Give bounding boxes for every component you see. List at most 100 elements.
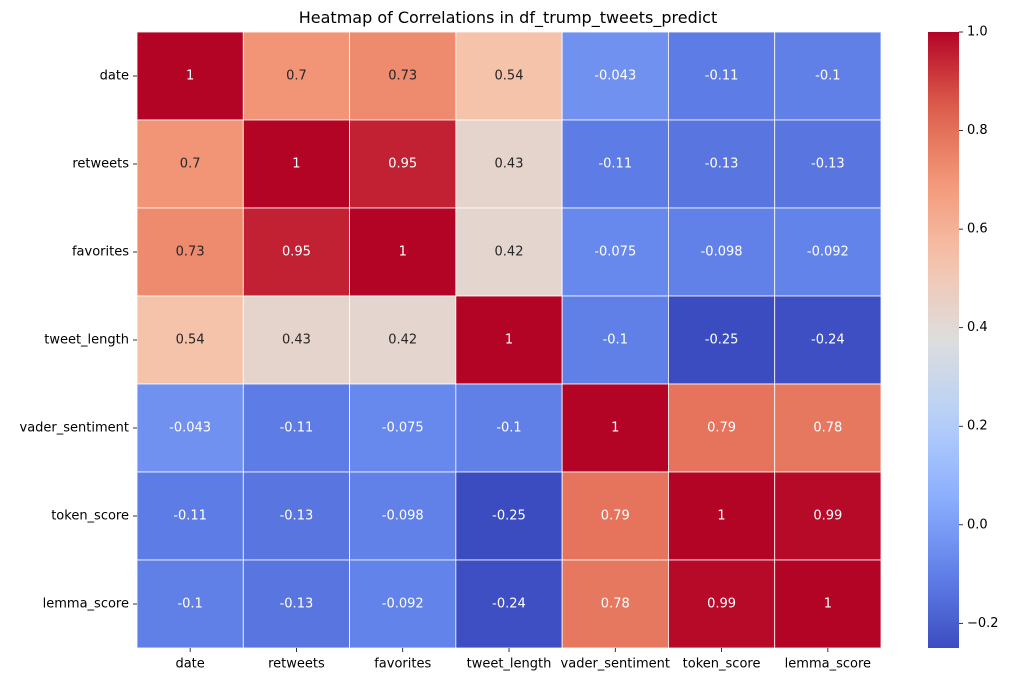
cell-value-label: 0.43 [495,157,524,172]
cell-value-label: 0.54 [495,69,524,84]
heatmap-cell-retweets-favorites [349,119,457,209]
x-tick-label-favorites: favorites [374,657,431,672]
heatmap-cell-retweets-lemma_score [774,119,882,209]
heatmap-cell-favorites-tweet_length [455,207,563,297]
cell-value-label: 0.99 [813,509,842,524]
cell-value-label: -0.098 [382,509,424,524]
cell-value-label: -0.25 [492,509,526,524]
cell-value-label: 1 [717,509,725,524]
column-labels: date retweets favorites tweet_length vader_s… [175,648,871,672]
cell-value-label: -0.24 [811,333,845,348]
cell-value-label: -0.043 [169,421,211,436]
y-tick-label-token_score: token_score [51,509,129,524]
cell-value-label: 0.42 [388,333,417,348]
cell-value-label: 0.42 [495,245,524,260]
heatmap-cell-date-date [136,31,244,121]
cell-value-label: 0.79 [601,509,630,524]
heatmap-cell-date-vader_sentiment [561,31,669,121]
cell-value-label: 0.95 [388,157,417,172]
cell-value-label: -0.24 [492,597,526,612]
chart-title: Heatmap of Correlations in df_trump_twee… [299,8,718,28]
heatmap-cell-retweets-token_score [668,119,776,209]
heatmap-cell-token_score-retweets [242,471,350,561]
cell-value-label: 1 [399,245,407,260]
heatmap-cell-token_score-favorites [349,471,457,561]
heatmap-cell-tweet_length-date [136,295,244,385]
colorbar-tick-label: 0.2 [967,419,988,434]
heatmap-cell-retweets-vader_sentiment [561,119,669,209]
row-labels: date retweets favorites tweet_length vader_s… [20,69,137,612]
heatmap-cell-token_score-tweet_length [455,471,563,561]
x-tick-label-lemma_score: lemma_score [785,657,871,672]
cell-value-label: -0.092 [807,245,849,260]
cell-value-label: -0.043 [594,69,636,84]
cell-value-label: -0.11 [705,69,739,84]
heatmap-cell-favorites-date [136,207,244,297]
cell-value-label: -0.13 [705,157,739,172]
y-tick-label-retweets: retweets [72,157,129,172]
cell-value-label: 0.54 [176,333,205,348]
cell-value-label: -0.11 [173,509,207,524]
cell-value-label: 1 [505,333,513,348]
heatmap-cell-vader_sentiment-date [136,383,244,473]
cell-value-label: -0.1 [177,597,202,612]
cell-value-label: 1 [611,421,619,436]
heatmap-cell-token_score-vader_sentiment [561,471,669,561]
heatmap-cell-lemma_score-tweet_length [455,559,563,649]
colorbar-tick-label: 1.0 [967,25,988,40]
heatmap-cell-tweet_length-token_score [668,295,776,385]
heatmap-cell-date-tweet_length [455,31,563,121]
heatmap-cell-lemma_score-date [136,559,244,649]
heatmap-cell-vader_sentiment-favorites [349,383,457,473]
heatmap-cell-token_score-date [136,471,244,561]
cell-value-label: -0.092 [382,597,424,612]
heatmap-cell-favorites-favorites [349,207,457,297]
cell-value-label: -0.1 [496,421,521,436]
heatmap-cell-date-token_score [668,31,776,121]
colorbar: −0.2 0.0 0.2 0.4 0.6 0.8 1.0 [928,25,999,648]
heatmap-cell-tweet_length-lemma_score [774,295,882,385]
cell-value-label: 0.43 [282,333,311,348]
heatmap-cell-tweet_length-retweets [242,295,350,385]
heatmap-cell-lemma_score-vader_sentiment [561,559,669,649]
cell-value-label: 0.73 [388,69,417,84]
cell-value-label: 0.7 [180,157,201,172]
y-tick-label-vader_sentiment: vader_sentiment [20,421,129,436]
y-tick-label-tweet_length: tweet_length [44,333,129,348]
heatmap-cell-lemma_score-favorites [349,559,457,649]
heatmap-cell-favorites-vader_sentiment [561,207,669,297]
y-tick-label-lemma_score: lemma_score [43,597,129,612]
cell-value-label: -0.13 [280,509,314,524]
colorbar-tick-label: 0.0 [967,517,988,532]
heatmap-cell-retweets-date [136,119,244,209]
heatmap-cell-vader_sentiment-lemma_score [774,383,882,473]
cell-value-label: -0.098 [701,245,743,260]
cell-value-label: 1 [824,597,832,612]
heatmap-grid: 1 0.7 0.73 0.54 -0.043 -0.11 -0.10.7 1 0.95 0.43-… [136,31,882,649]
colorbar-tick-label: −0.2 [967,616,999,631]
colorbar-gradient [928,32,959,648]
cell-value-label: 0.78 [601,597,630,612]
heatmap-cell-lemma_score-lemma_score [774,559,882,649]
cell-value-label: -0.13 [811,157,845,172]
cell-value-label: -0.11 [598,157,632,172]
heatmap-cell-favorites-retweets [242,207,350,297]
colorbar-tick-label: 0.8 [967,123,988,138]
x-tick-label-tweet_length: tweet_length [467,657,552,672]
cell-value-label: 0.73 [176,245,205,260]
cell-value-label: 0.79 [707,421,736,436]
cell-value-label: -0.1 [603,333,628,348]
cell-value-label: -0.25 [705,333,739,348]
x-tick-label-retweets: retweets [268,657,325,672]
heatmap-cell-token_score-lemma_score [774,471,882,561]
cell-value-label: 0.78 [813,421,842,436]
cell-value-label: -0.1 [815,69,840,84]
y-tick-label-favorites: favorites [72,245,129,260]
cell-value-label: -0.11 [280,421,314,436]
heatmap-cell-tweet_length-tweet_length [455,295,563,385]
heatmap-cell-lemma_score-token_score [668,559,776,649]
heatmap-cell-favorites-lemma_score [774,207,882,297]
cell-value-label: 0.99 [707,597,736,612]
cell-value-label: -0.13 [280,597,314,612]
heatmap-cell-favorites-token_score [668,207,776,297]
